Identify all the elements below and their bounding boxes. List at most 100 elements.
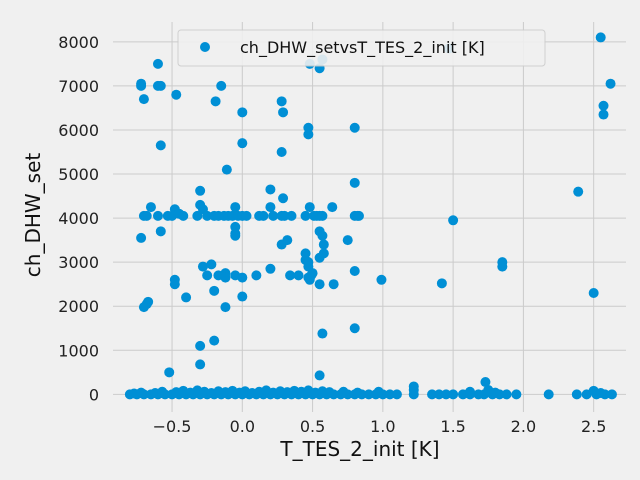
data-point xyxy=(258,210,269,221)
data-point xyxy=(376,274,387,285)
data-point xyxy=(303,129,314,140)
data-point xyxy=(317,328,328,339)
data-point xyxy=(136,80,147,91)
data-point xyxy=(241,210,252,221)
data-point xyxy=(588,288,599,299)
x-tick-label: −0.5 xyxy=(153,417,192,436)
data-point xyxy=(427,389,438,400)
x-tick-label: 2.5 xyxy=(581,417,606,436)
data-point xyxy=(317,230,328,241)
data-point xyxy=(434,389,445,400)
data-point xyxy=(349,265,360,276)
data-point xyxy=(501,389,512,400)
data-point xyxy=(195,359,206,370)
data-point xyxy=(136,232,147,243)
data-point xyxy=(300,210,311,221)
data-point xyxy=(605,78,616,89)
y-tick-label: 7000 xyxy=(58,77,99,96)
data-point xyxy=(327,202,338,213)
data-point xyxy=(349,177,360,188)
y-tick-label: 6000 xyxy=(58,121,99,140)
data-point xyxy=(265,263,276,274)
data-point xyxy=(138,302,149,313)
data-point xyxy=(155,226,166,237)
data-point xyxy=(276,147,287,157)
legend: ch_DHW_setvsT_TES_2_init [K] xyxy=(177,29,546,67)
data-point xyxy=(278,107,289,118)
legend-entry: ch_DHW_setvsT_TES_2_init [K] xyxy=(240,38,485,58)
data-point xyxy=(490,387,501,398)
data-point xyxy=(314,370,325,381)
data-points xyxy=(124,32,617,400)
data-point xyxy=(268,210,279,221)
y-axis-label: ch_DHW_set xyxy=(21,153,45,278)
legend-box xyxy=(177,29,546,67)
data-point xyxy=(279,210,290,221)
data-point xyxy=(511,389,522,400)
data-point xyxy=(220,272,231,283)
data-point xyxy=(141,210,152,221)
data-point xyxy=(480,377,491,388)
data-point xyxy=(318,239,329,250)
y-tick-labels: 0 1000 2000 3000 4000 5000 6000 7000 8000 xyxy=(58,33,99,405)
data-point xyxy=(543,389,554,400)
data-point xyxy=(282,235,293,246)
x-tick-label: 2.0 xyxy=(511,417,536,436)
data-point xyxy=(230,202,241,213)
data-point xyxy=(441,389,452,400)
y-tick-label: 3000 xyxy=(58,253,99,272)
y-tick-label: 1000 xyxy=(58,341,99,360)
data-point xyxy=(353,210,364,221)
data-point xyxy=(155,80,166,91)
data-point xyxy=(171,89,182,100)
data-point xyxy=(606,389,617,400)
data-point xyxy=(317,210,328,221)
data-point xyxy=(138,94,149,105)
legend-marker xyxy=(200,42,210,52)
data-point xyxy=(152,58,163,69)
data-point xyxy=(237,272,248,283)
data-point xyxy=(197,261,208,272)
data-point xyxy=(448,389,459,400)
data-point xyxy=(237,291,248,302)
data-point xyxy=(391,389,402,400)
data-point xyxy=(595,388,606,399)
data-point xyxy=(293,270,304,281)
data-point xyxy=(169,279,180,290)
data-point xyxy=(195,185,206,196)
data-point xyxy=(195,340,206,351)
data-point xyxy=(178,210,189,221)
data-point xyxy=(448,215,459,226)
data-point xyxy=(328,279,339,290)
data-point xyxy=(573,186,584,197)
data-point xyxy=(216,80,227,91)
data-point xyxy=(304,202,315,213)
data-point xyxy=(145,202,156,213)
data-point xyxy=(276,96,287,107)
x-tick-label: 0.0 xyxy=(230,417,255,436)
data-point xyxy=(136,387,147,398)
data-point xyxy=(209,335,220,346)
data-point xyxy=(314,252,325,263)
x-tick-label: 0.5 xyxy=(300,417,325,436)
data-point xyxy=(342,235,353,246)
data-point xyxy=(210,96,221,107)
data-point xyxy=(157,386,168,397)
data-point xyxy=(164,367,175,378)
data-point xyxy=(598,100,609,111)
x-tick-label: 1.5 xyxy=(440,417,465,436)
x-axis-label: T_TES_2_init [K] xyxy=(279,437,439,461)
data-point xyxy=(192,210,203,221)
y-tick-label: 0 xyxy=(89,385,99,404)
data-point xyxy=(408,381,419,392)
data-point xyxy=(307,268,318,279)
data-point xyxy=(324,387,335,398)
y-tick-label: 8000 xyxy=(58,33,99,52)
data-point xyxy=(497,261,508,272)
data-point xyxy=(286,210,297,221)
data-point xyxy=(265,184,276,195)
data-point xyxy=(155,140,166,151)
data-point xyxy=(384,389,395,400)
y-tick-label: 4000 xyxy=(58,209,99,228)
